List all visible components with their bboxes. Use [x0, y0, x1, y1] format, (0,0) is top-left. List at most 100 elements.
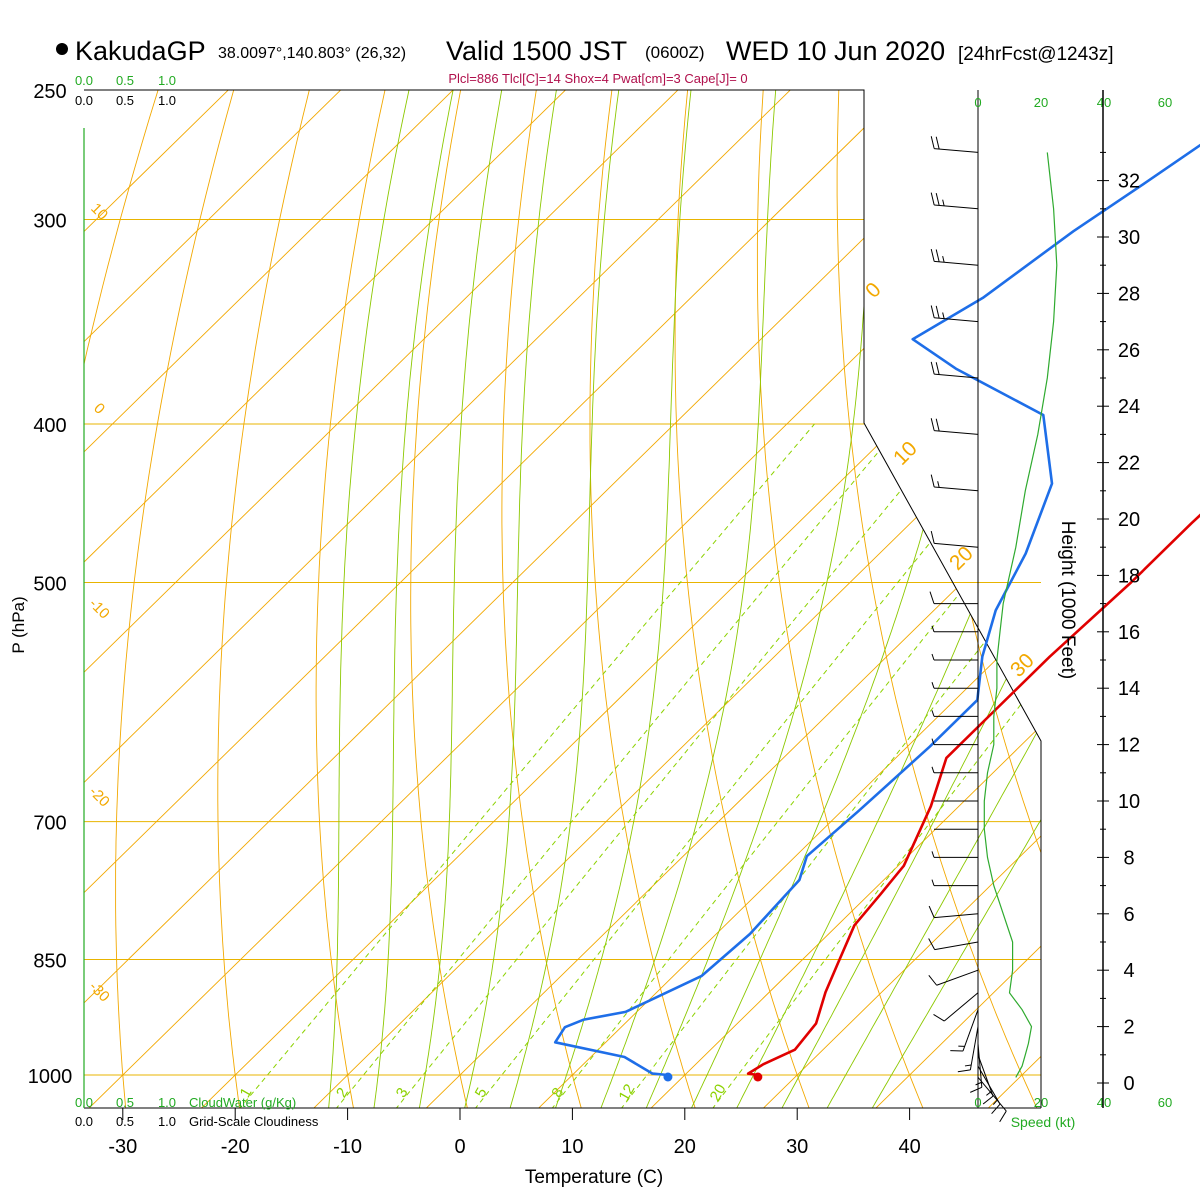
dry-adiabat-line — [217, 90, 318, 1108]
speed-tick-bottom-40: 40 — [1097, 1095, 1111, 1110]
mixing-ratio-label: 3 — [393, 1085, 412, 1101]
wind-barb-flag — [970, 1086, 983, 1093]
wind-barb-flag — [930, 136, 935, 149]
wind-barb-half — [931, 625, 935, 632]
pressure-tick-850: 850 — [33, 951, 66, 973]
dry-adiabat-line — [589, 90, 699, 1108]
cloud-scale-bottom-0: 0.0 — [75, 1095, 93, 1110]
dry-adiabat-label: 10 — [889, 437, 922, 470]
wind-barb-half — [937, 481, 940, 488]
cloud-scale-bottom-1: 1.0 — [158, 1095, 176, 1110]
wind-barb-flag — [930, 530, 935, 544]
isotherm-line — [642, 90, 1041, 1108]
temperature-tick-10: 10 — [561, 1136, 583, 1158]
moist-adiabat-line — [462, 90, 562, 1108]
wind-barb-flag — [929, 591, 935, 604]
wind-barb-flag — [935, 136, 940, 150]
height-tick-8: 8 — [1123, 847, 1134, 869]
cloud-scale-top-1: 1.0 — [158, 73, 176, 88]
wind-barb-flag — [930, 474, 935, 488]
wind-barb — [928, 938, 979, 951]
cloud-scale-top: 0.0 0.5 1.0 0.0 0.5 1.0 — [75, 73, 176, 108]
cloud-scale-top-05: 0.5 — [116, 73, 134, 88]
speed-tick-top-40: 40 — [1097, 95, 1111, 110]
wind-barbs — [928, 136, 1007, 1123]
wind-barb-half — [931, 851, 935, 858]
height-tick-28: 28 — [1118, 283, 1140, 305]
wind-barb-half — [964, 1064, 972, 1067]
height-tick-2: 2 — [1123, 1017, 1134, 1039]
wind-barb-half — [942, 312, 945, 319]
isotherm-line — [84, 90, 821, 1108]
moist-adiabat-line — [417, 90, 508, 1108]
speed-tick-bottom-20: 20 — [1034, 1095, 1048, 1110]
mixing-ratio-label: 2 — [333, 1085, 352, 1101]
cloud-scale-bottom-05: 0.5 — [116, 1095, 134, 1110]
wind-barb-staff — [962, 1009, 979, 1052]
wind-barb-staff — [934, 430, 979, 435]
wind-barb — [931, 738, 978, 746]
isotherm-line — [754, 90, 1041, 1108]
surface-dewpoint-marker — [663, 1072, 673, 1082]
wind-barb — [930, 305, 979, 323]
speed-tick-top-0: 0 — [974, 95, 981, 110]
temperature-tick-40: 40 — [898, 1136, 920, 1158]
height-tick-12: 12 — [1118, 735, 1140, 757]
moist-adiabat-line — [642, 90, 879, 1108]
isotherm-line — [867, 90, 1041, 1108]
mixing-ratio-line-2 — [329, 423, 903, 1108]
isotherm-line — [84, 90, 371, 1108]
pressure-tick-500: 500 — [33, 574, 66, 596]
pressure-tick-1000: 1000 — [28, 1066, 73, 1088]
cloud-scale-top-0: 0.0 — [75, 73, 93, 88]
wind-barb-flag — [935, 418, 940, 432]
zulu-time: (0600Z) — [645, 43, 705, 62]
temperature-axis: -30 -20 -10 0 10 20 30 40 — [108, 1108, 921, 1158]
dry-adiabat-line — [410, 90, 470, 1108]
wind-barb-flag — [928, 905, 935, 918]
height-tick-14: 14 — [1118, 678, 1140, 700]
wind-barb-flag — [933, 1013, 945, 1022]
wind-barb-staff — [934, 941, 979, 951]
wind-barb-flag — [930, 361, 935, 375]
wind-barb — [931, 682, 978, 689]
dry-adiabat-line — [836, 90, 1041, 1108]
mixing-ratio-label: 8 — [548, 1085, 567, 1101]
temperature-profile-line — [746, 513, 1200, 1077]
dry-adiabat-line — [1064, 61, 1200, 1116]
wind-barb — [931, 710, 978, 717]
wind-barb-staff — [969, 1026, 979, 1071]
temperature-tick-30: 30 — [786, 1136, 808, 1158]
grid-scale-top-0: 0.0 — [75, 93, 93, 108]
wind-barb-flag — [935, 249, 940, 262]
wind-barb-flag — [935, 362, 940, 375]
temperature-axis-label: Temperature (C) — [525, 1167, 663, 1188]
wind-barb-staff — [934, 317, 979, 323]
wind-barb-half — [986, 1091, 992, 1096]
isotherm-label: -30 — [86, 978, 113, 1005]
cloud-water-label: CloudWater (g/Kg) — [189, 1095, 296, 1110]
wind-barb-flag — [999, 1110, 1007, 1123]
height-tick-24: 24 — [1118, 396, 1140, 418]
height-tick-10: 10 — [1118, 791, 1140, 813]
wind-barb-flag — [930, 248, 935, 262]
wind-barb — [957, 1026, 979, 1073]
isotherm-line — [305, 90, 1041, 1108]
station-coords: 38.0097°,140.803° (26,32) — [218, 45, 406, 62]
wind-barb-half — [931, 738, 935, 745]
valid-time: Valid 1500 JST — [446, 36, 627, 66]
speed-tick-bottom-0: 0 — [974, 1095, 981, 1110]
valid-date: WED 10 Jun 2020 — [726, 36, 945, 66]
height-tick-0: 0 — [1123, 1073, 1134, 1095]
wind-barb-staff — [934, 148, 979, 153]
dry-adiabat-line — [115, 90, 243, 1108]
isotherm-line — [84, 90, 933, 1108]
grid-scale-top-1: 1.0 — [158, 93, 176, 108]
grid-scale-bottom-1: 1.0 — [158, 1114, 176, 1129]
isotherm-line — [84, 90, 484, 1108]
mixing-ratio-line-5 — [468, 423, 1028, 1108]
wind-barb-flag — [957, 1069, 971, 1073]
